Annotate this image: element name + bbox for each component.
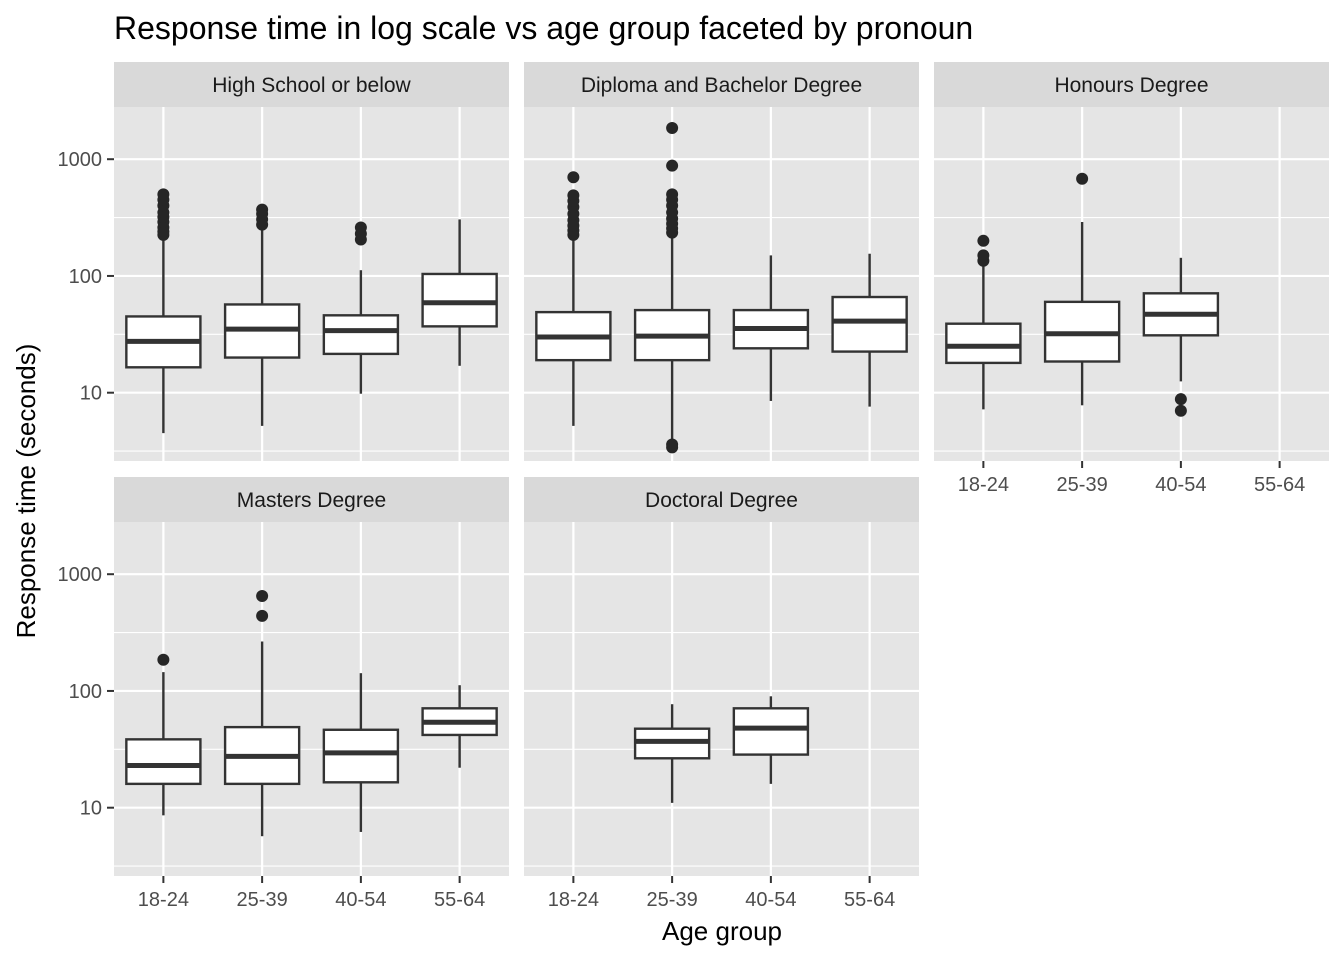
facet-panels: High School or below 10 100 1000 Diploma and… xyxy=(58,62,1329,911)
x-axis-title: Age group xyxy=(662,916,782,946)
boxplot-55-64 xyxy=(421,219,498,366)
boxplot-40-54 xyxy=(322,673,400,832)
box-iqr xyxy=(322,728,400,784)
outlier-point xyxy=(666,188,679,201)
boxplot-25-39 xyxy=(633,122,711,454)
outlier-point xyxy=(1076,172,1089,185)
outlier-point xyxy=(666,159,679,172)
outlier-point xyxy=(256,609,269,622)
boxplot-40-54 xyxy=(322,221,400,394)
outlier-point xyxy=(157,653,170,666)
box-iqr xyxy=(421,272,498,328)
box-iqr xyxy=(945,322,1022,365)
boxplot-25-39 xyxy=(1043,172,1121,406)
boxplot-55-64 xyxy=(421,685,498,768)
outlier-point xyxy=(157,188,170,201)
outlier-point xyxy=(1174,393,1187,406)
panel-background xyxy=(114,522,509,876)
outlier-point xyxy=(256,590,269,603)
box-iqr xyxy=(732,707,810,756)
chart-title: Response time in log scale vs age group … xyxy=(114,10,973,46)
boxplot-40-54 xyxy=(732,696,810,784)
x-tick-label: 25-39 xyxy=(647,889,698,911)
y-tick-label: 100 xyxy=(69,681,102,703)
facet-strip xyxy=(524,477,919,522)
x-tick-label: 25-39 xyxy=(1057,474,1108,496)
facet-strip-label: Masters Degree xyxy=(237,489,386,512)
outlier-point xyxy=(666,122,679,135)
y-tick-label: 10 xyxy=(80,383,102,405)
outlier-point xyxy=(354,221,367,234)
boxplot-25-39 xyxy=(223,203,301,426)
boxplot-40-54 xyxy=(1142,257,1220,417)
outlier-point xyxy=(977,234,990,247)
x-tick-label: 40-54 xyxy=(745,889,796,911)
facet-strip xyxy=(114,477,509,522)
x-tick-label: 18-24 xyxy=(138,889,189,911)
box-iqr xyxy=(125,738,202,786)
x-tick-label: 25-39 xyxy=(237,889,288,911)
panel-background xyxy=(524,107,919,461)
panel-background xyxy=(524,522,919,876)
box-iqr xyxy=(322,314,400,356)
facet-panel: Doctoral Degree 18-24 25-39 40-54 55-64 xyxy=(524,477,919,911)
outlier-point xyxy=(977,249,990,262)
boxplot-18-24 xyxy=(125,653,202,816)
facet-strip xyxy=(934,62,1329,107)
y-axis-title: Response time (seconds) xyxy=(11,344,41,639)
x-tick-label: 40-54 xyxy=(335,889,386,911)
x-tick-label: 18-24 xyxy=(548,889,599,911)
boxplot-18-24 xyxy=(535,171,612,426)
boxplot-18-24 xyxy=(125,188,202,434)
boxplot-18-24 xyxy=(945,234,1022,410)
facet-strip xyxy=(114,62,509,107)
outlier-point xyxy=(1174,404,1187,417)
boxplot-25-39 xyxy=(223,590,301,837)
x-tick-label: 40-54 xyxy=(1155,474,1206,496)
facet-strip-label: Honours Degree xyxy=(1054,74,1208,97)
y-tick-label: 1000 xyxy=(58,564,103,586)
outlier-point xyxy=(666,438,679,451)
facet-strip-label: High School or below xyxy=(212,74,411,97)
x-tick-label: 55-64 xyxy=(844,889,895,911)
facet-panel: High School or below 10 100 1000 xyxy=(58,62,509,461)
outlier-point xyxy=(567,189,580,202)
y-tick-label: 10 xyxy=(80,798,102,820)
x-tick-label: 55-64 xyxy=(1254,474,1305,496)
facet-strip xyxy=(524,62,919,107)
y-tick-label: 100 xyxy=(69,266,102,288)
panel-background xyxy=(934,107,1329,461)
x-tick-label: 55-64 xyxy=(434,889,485,911)
facet-strip-label: Doctoral Degree xyxy=(645,489,798,512)
facet-panel: Masters Degree 10 100 1000 18-24 25-39 40-54 55… xyxy=(58,477,509,911)
outlier-point xyxy=(256,203,269,216)
outlier-point xyxy=(567,171,580,184)
boxplot-40-54 xyxy=(732,255,810,401)
facet-panel: Honours Degree 18-24 25-39 40-54 55-64 xyxy=(934,62,1329,496)
x-tick-label: 18-24 xyxy=(958,474,1009,496)
boxplot-25-39 xyxy=(633,704,711,803)
y-tick-label: 1000 xyxy=(58,149,103,171)
facet-strip-label: Diploma and Bachelor Degree xyxy=(581,74,862,97)
boxplot-55-64 xyxy=(831,253,908,407)
facet-panel: Diploma and Bachelor Degree xyxy=(524,62,919,461)
box-iqr xyxy=(831,295,908,353)
